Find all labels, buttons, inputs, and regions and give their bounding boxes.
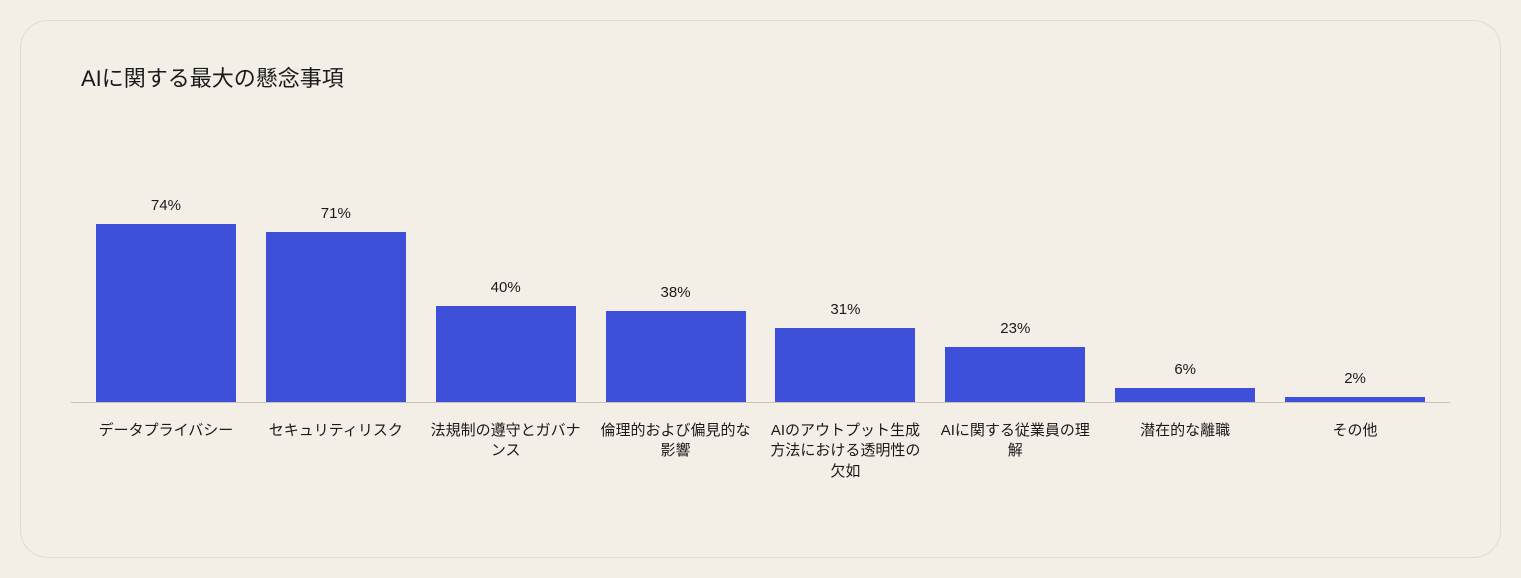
bar-group: 40% <box>421 133 591 402</box>
bar-category-label: セキュリティリスク <box>251 421 421 482</box>
bar-category-label: 法規制の遵守とガバナンス <box>421 421 591 482</box>
bar-value-label: 2% <box>1344 370 1366 387</box>
bar <box>775 328 915 402</box>
chart-area: 74% 71% 40% 38% 31% 23% 6% 2% データプライバシーセキュリティリス… <box>71 133 1450 523</box>
bar-group: 31% <box>761 133 931 402</box>
bar-value-label: 40% <box>491 279 521 296</box>
bar <box>266 232 406 402</box>
bar-value-label: 23% <box>1000 320 1030 337</box>
bar-group: 74% <box>81 133 251 402</box>
bar-group: 71% <box>251 133 421 402</box>
bar <box>436 306 576 402</box>
bar <box>945 347 1085 402</box>
bar-category-label: 倫理的および偏見的な影響 <box>591 421 761 482</box>
bar-category-label: データプライバシー <box>81 421 251 482</box>
chart-title: AIに関する最大の懸念事項 <box>81 61 1450 93</box>
bar <box>96 224 236 402</box>
bars-row: 74% 71% 40% 38% 31% 23% 6% 2% <box>71 133 1450 403</box>
bar-value-label: 31% <box>830 301 860 318</box>
bar-category-label: 潜在的な離職 <box>1100 421 1270 482</box>
bar <box>1285 397 1425 402</box>
bar <box>1115 388 1255 402</box>
bar-value-label: 74% <box>151 197 181 214</box>
bar-group: 6% <box>1100 133 1270 402</box>
bar-group: 38% <box>591 133 761 402</box>
bar-group: 2% <box>1270 133 1440 402</box>
bar <box>606 311 746 402</box>
bar-category-label: AIに関する従業員の理解 <box>930 421 1100 482</box>
bar-group: 23% <box>930 133 1100 402</box>
bar-value-label: 38% <box>661 284 691 301</box>
bar-category-label: その他 <box>1270 421 1440 482</box>
chart-card: AIに関する最大の懸念事項 74% 71% 40% 38% 31% 23% 6% 2% データ… <box>20 20 1501 558</box>
bar-category-label: AIのアウトプット生成方法における透明性の欠如 <box>761 421 931 482</box>
bar-value-label: 6% <box>1174 361 1196 378</box>
bar-value-label: 71% <box>321 205 351 222</box>
labels-row: データプライバシーセキュリティリスク法規制の遵守とガバナンス倫理的および偏見的な… <box>71 421 1450 482</box>
